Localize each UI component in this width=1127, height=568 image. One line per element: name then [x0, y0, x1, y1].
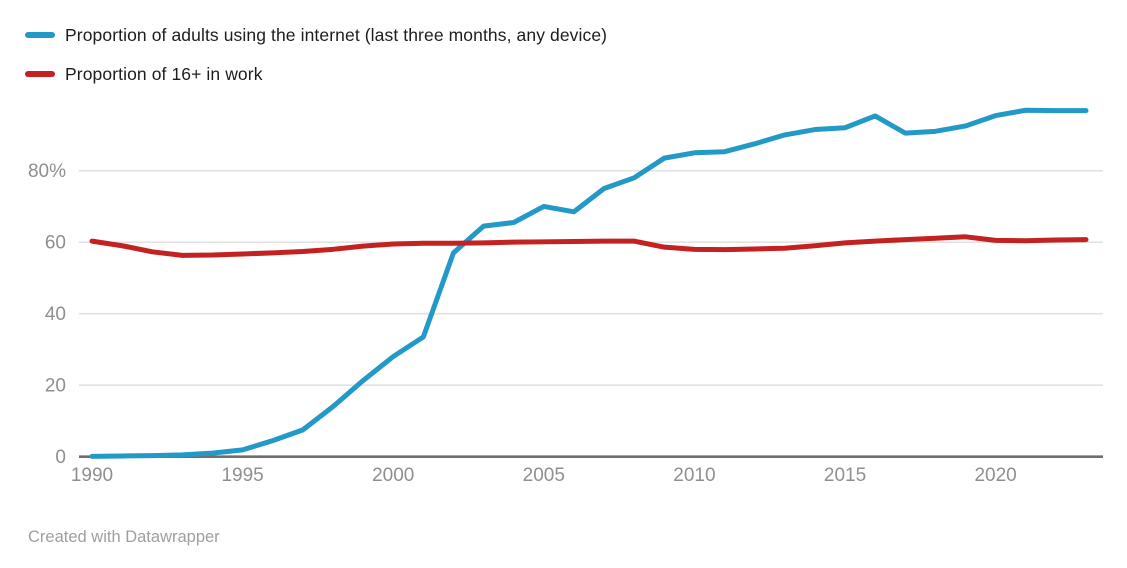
legend: Proportion of adults using the internet …	[25, 24, 607, 85]
x-tick-label: 2010	[673, 465, 715, 486]
legend-label-internet: Proportion of adults using the internet …	[65, 24, 608, 45]
series-line-0	[89, 107, 1089, 459]
x-tick-label: 2015	[824, 465, 866, 486]
x-tick-label: 2005	[523, 465, 565, 486]
legend-swatch-in-work-icon	[25, 71, 55, 77]
datawrapper-credit: Created with Datawrapper	[28, 528, 220, 546]
y-tick-label: 40	[45, 304, 66, 325]
legend-swatch-internet-icon	[25, 32, 55, 38]
legend-item-internet: Proportion of adults using the internet …	[25, 24, 607, 46]
y-tick-label: 0	[55, 447, 66, 468]
x-tick-label: 1990	[71, 465, 113, 486]
x-tick-label: 2020	[974, 465, 1016, 486]
y-tick-label: 20	[45, 376, 66, 397]
x-tick-label: 2000	[372, 465, 414, 486]
y-tick-label: 60	[45, 233, 66, 254]
legend-item-in-work: Proportion of 16+ in work	[25, 63, 607, 85]
x-tick-label: 1995	[221, 465, 263, 486]
series-line-1	[89, 234, 1089, 258]
y-tick-label: 80%	[28, 161, 66, 182]
legend-label-in-work: Proportion of 16+ in work	[65, 63, 263, 84]
